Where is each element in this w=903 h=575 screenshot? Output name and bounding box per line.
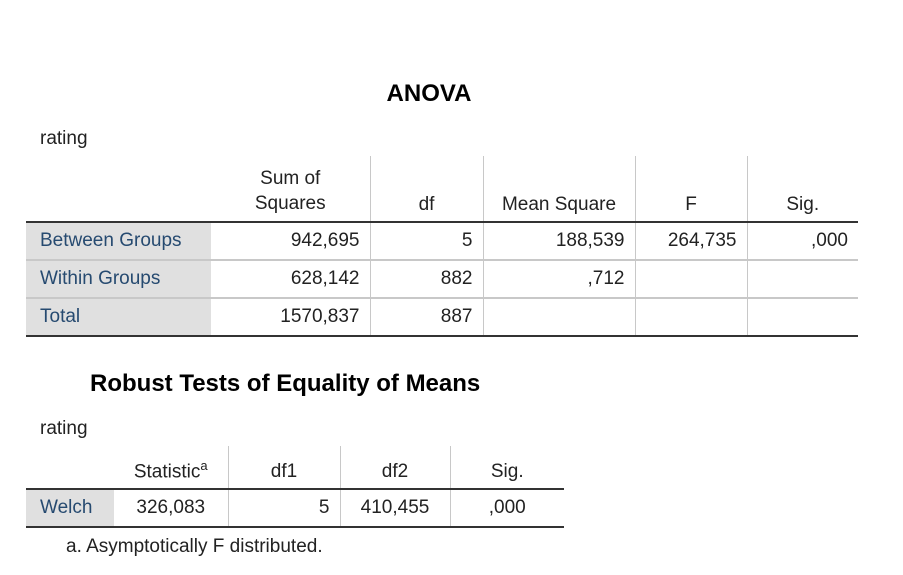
anova-variable-label: rating bbox=[40, 128, 88, 149]
anova-header-corner bbox=[26, 156, 211, 223]
anova-table: Sum of Squares df Mean Square F Sig. Betw… bbox=[26, 156, 858, 337]
row-label-total: Total bbox=[26, 298, 211, 337]
header-sum-of-squares-line2: Squares bbox=[254, 193, 326, 214]
row-label-within-groups: Within Groups bbox=[26, 260, 211, 299]
header-sig: Sig. bbox=[449, 446, 564, 490]
cell-ms bbox=[482, 298, 635, 337]
footnote-marker: a bbox=[200, 457, 208, 473]
table-row: Between Groups 942,695 5 188,539 264,735… bbox=[26, 222, 858, 261]
cell-ss: 1570,837 bbox=[211, 298, 370, 337]
robust-header-corner bbox=[26, 446, 114, 490]
cell-sig: ,000 bbox=[449, 489, 564, 528]
header-sig: Sig. bbox=[746, 156, 858, 223]
header-df1: df1 bbox=[227, 446, 340, 490]
cell-df: 882 bbox=[369, 260, 483, 299]
cell-sig bbox=[746, 260, 858, 299]
cell-df: 5 bbox=[369, 222, 483, 261]
cell-ss: 628,142 bbox=[211, 260, 370, 299]
anova-title: ANOVA bbox=[386, 80, 472, 107]
header-sum-of-squares: Sum of Squares bbox=[211, 156, 370, 223]
robust-table: Statistica df1 df2 Sig. Welch 326,083 5 … bbox=[26, 446, 564, 528]
header-df: df bbox=[369, 156, 483, 223]
cell-sig: ,000 bbox=[746, 222, 858, 261]
table-row: Within Groups 628,142 882 ,712 bbox=[26, 260, 858, 299]
cell-sig bbox=[746, 298, 858, 337]
cell-f bbox=[634, 260, 747, 299]
header-df2: df2 bbox=[339, 446, 450, 490]
cell-statistic: 326,083 bbox=[114, 489, 228, 528]
header-f: F bbox=[634, 156, 747, 223]
cell-ms: ,712 bbox=[482, 260, 635, 299]
robust-title: Robust Tests of Equality of Means bbox=[90, 370, 481, 397]
cell-f: 264,735 bbox=[634, 222, 747, 261]
header-statistic-label: Statistic bbox=[133, 461, 201, 482]
robust-header-row: Statistica df1 df2 Sig. bbox=[26, 446, 564, 490]
table-row: Welch 326,083 5 410,455 ,000 bbox=[26, 489, 564, 528]
footnote: a. Asymptotically F distributed. bbox=[66, 536, 323, 557]
robust-variable-label: rating bbox=[40, 418, 88, 439]
cell-df: 887 bbox=[369, 298, 483, 337]
table-row: Total 1570,837 887 bbox=[26, 298, 858, 337]
cell-ss: 942,695 bbox=[211, 222, 370, 261]
cell-f bbox=[634, 298, 747, 337]
row-label-welch: Welch bbox=[26, 489, 114, 528]
cell-df2: 410,455 bbox=[339, 489, 450, 528]
header-statistic: Statistica bbox=[114, 446, 228, 490]
cell-df1: 5 bbox=[227, 489, 340, 528]
row-label-between-groups: Between Groups bbox=[26, 222, 211, 261]
header-mean-square: Mean Square bbox=[482, 156, 635, 223]
anova-header-row: Sum of Squares df Mean Square F Sig. bbox=[26, 156, 858, 223]
cell-ms: 188,539 bbox=[482, 222, 635, 261]
header-sum-of-squares-line1: Sum of bbox=[260, 168, 321, 189]
